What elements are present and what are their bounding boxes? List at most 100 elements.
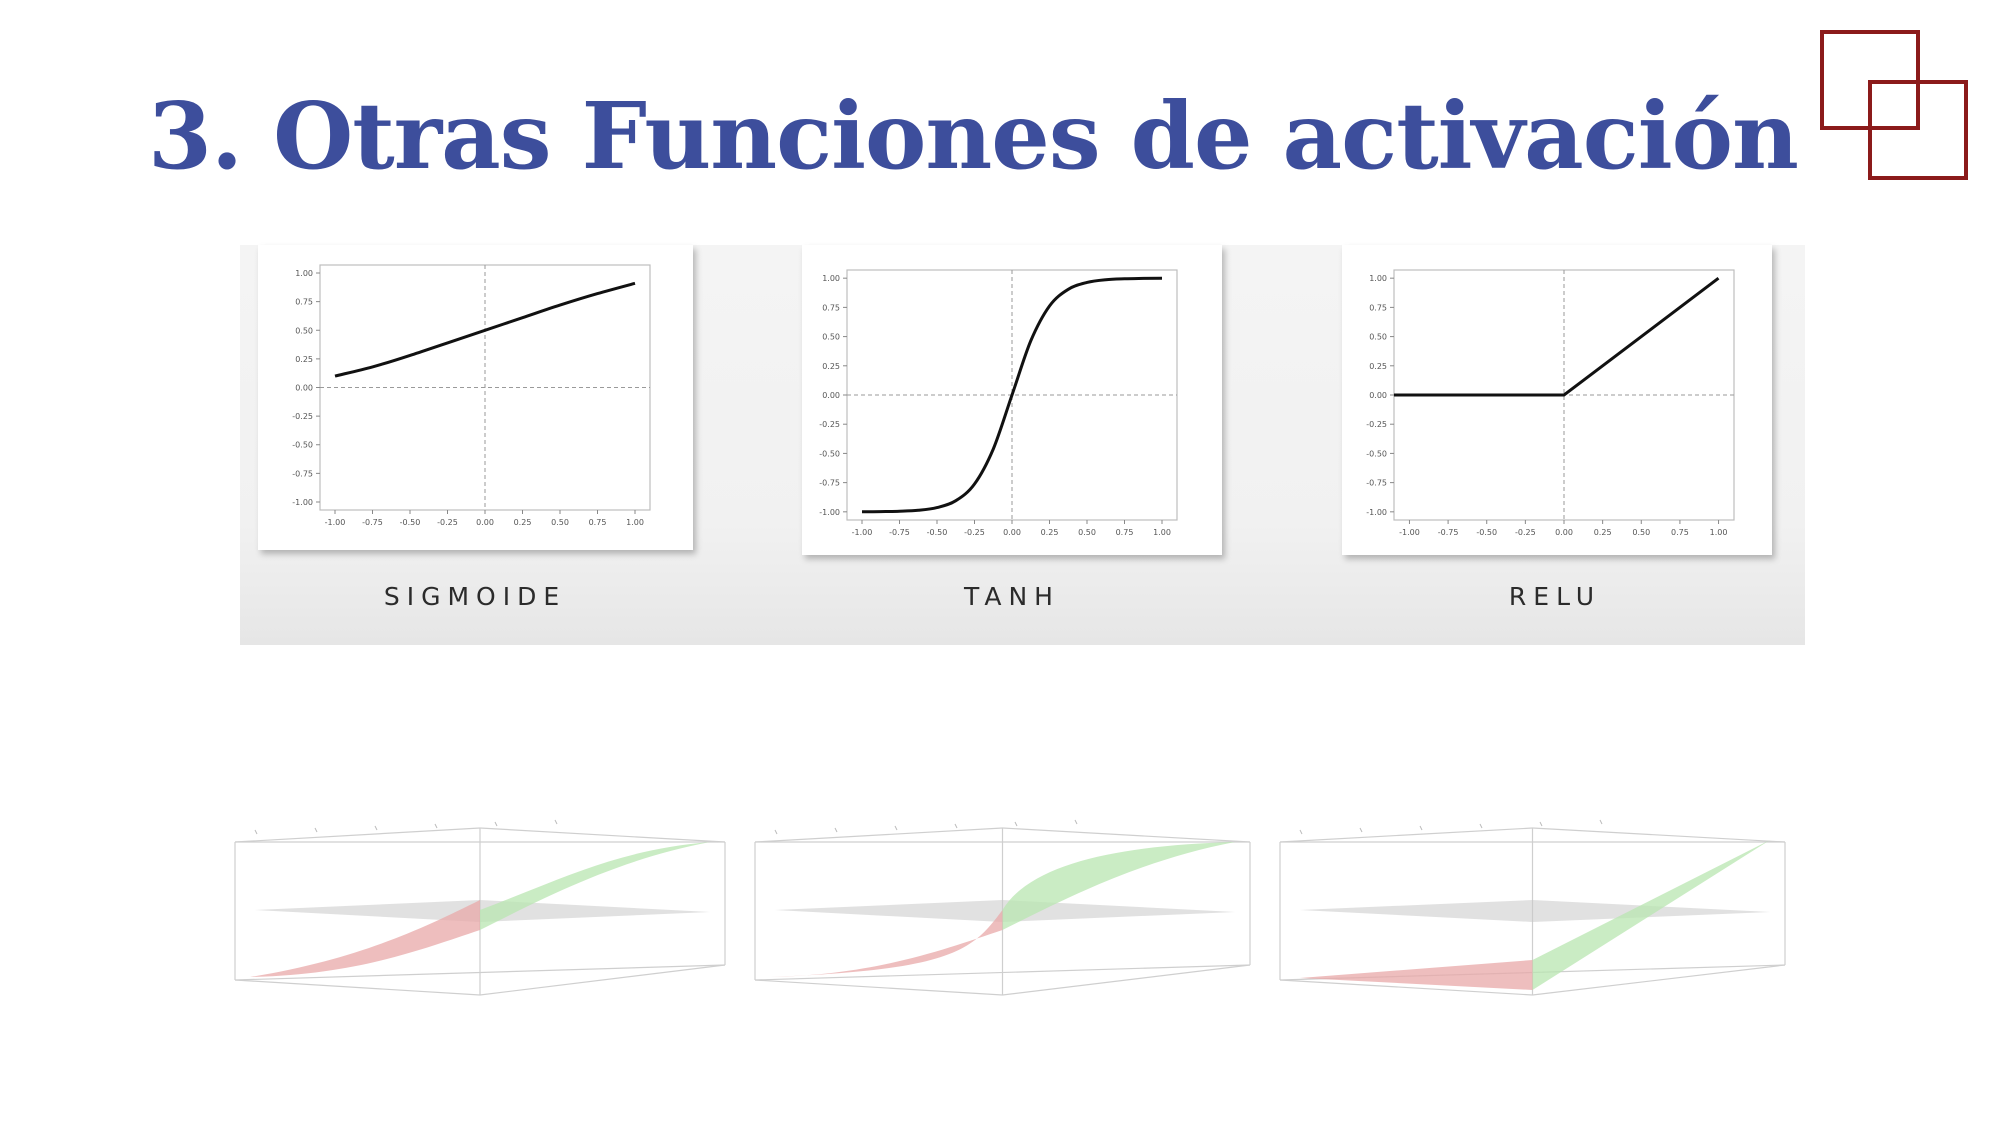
chart-relu: -1.00 -0.75 -0.50 -0.25 0.00 0.25 0.50 0.75 1.00… bbox=[1366, 269, 1735, 537]
y-tick-label: -1.00 bbox=[1366, 508, 1387, 517]
surface-plots-row bbox=[230, 800, 1805, 1015]
y-tick-label: -0.75 bbox=[1366, 479, 1387, 488]
x-tick-label: 0.75 bbox=[589, 518, 607, 527]
tick-mark bbox=[1539, 821, 1543, 827]
x-tick-label: 0.25 bbox=[1594, 528, 1612, 537]
chart-tanh: -1.00 -0.75 -0.50 -0.25 0.00 0.25 0.50 0.75 1.00… bbox=[819, 269, 1178, 537]
y-tick-label: -0.50 bbox=[292, 441, 313, 450]
box-edge bbox=[754, 827, 1003, 843]
box-edge bbox=[754, 979, 1003, 996]
x-tick-label: 0.00 bbox=[1003, 528, 1021, 537]
x-tick-label: 0.50 bbox=[1078, 528, 1096, 537]
box-edge bbox=[1532, 964, 1786, 996]
tick-mark bbox=[1014, 821, 1018, 827]
surface-negative bbox=[250, 900, 480, 977]
x-tick-label: 0.75 bbox=[1116, 528, 1134, 537]
x-tick-label: -0.50 bbox=[1476, 528, 1497, 537]
logo-squares-icon bbox=[1820, 30, 1980, 190]
tick-mark bbox=[1074, 819, 1078, 825]
y-tick-label: 0.25 bbox=[1369, 362, 1387, 371]
x-tick-label: -1.00 bbox=[1399, 528, 1420, 537]
chart-card-relu: -1.00 -0.75 -0.50 -0.25 0.00 0.25 0.50 0.75 1.00… bbox=[1342, 245, 1772, 555]
tick-mark bbox=[1359, 827, 1363, 833]
y-tick-label: 0.00 bbox=[822, 391, 840, 400]
x-tick-label: 1.00 bbox=[1710, 528, 1728, 537]
tick-mark bbox=[1479, 823, 1483, 829]
caption-sigmoide: SIGMOIDE bbox=[383, 582, 567, 611]
x-tick-label: 0.25 bbox=[1041, 528, 1059, 537]
caption-tanh: TANH bbox=[964, 582, 1060, 611]
tick-mark bbox=[554, 819, 558, 825]
y-tick-label: -0.75 bbox=[292, 469, 313, 478]
y-tick-label: 0.25 bbox=[822, 362, 840, 371]
box-edge bbox=[234, 827, 481, 843]
curve-relu bbox=[1394, 277, 1720, 397]
box-edge bbox=[234, 964, 726, 981]
activation-functions-panel: -1.00 -0.75 -0.50 -0.25 0.00 0.25 0.50 0.75 1.00… bbox=[240, 245, 1805, 645]
tick-mark bbox=[1419, 825, 1423, 831]
box-edge bbox=[1002, 964, 1251, 996]
logo-square-front bbox=[1868, 80, 1968, 180]
surface-negative bbox=[1300, 960, 1533, 990]
y-tick-label: -1.00 bbox=[292, 498, 313, 507]
surface-positive bbox=[1532, 840, 1770, 990]
y-tick-label: 0.50 bbox=[295, 326, 313, 335]
box-edge bbox=[1279, 979, 1533, 996]
y-tick-label: -0.50 bbox=[1366, 449, 1387, 458]
y-tick-label: 1.00 bbox=[822, 274, 840, 283]
surface-plot-tanh bbox=[754, 819, 1251, 996]
x-tick-label: 0.50 bbox=[1632, 528, 1650, 537]
box-edge bbox=[479, 964, 726, 996]
tick-mark bbox=[434, 823, 438, 829]
x-tick-label: 1.00 bbox=[626, 518, 644, 527]
curve-sigmoide bbox=[334, 281, 636, 378]
y-tick-label: 0.00 bbox=[1369, 391, 1387, 400]
x-tick-label: -0.25 bbox=[964, 528, 985, 537]
chart-card-sigmoide: -1.00 -0.75 -0.50 -0.25 0.00 0.25 0.50 0.75 1.00… bbox=[258, 245, 693, 550]
tick-mark bbox=[834, 827, 838, 833]
x-tick-label: 0.50 bbox=[551, 518, 569, 527]
y-tick-label: -0.25 bbox=[1366, 420, 1387, 429]
x-tick-label: -0.50 bbox=[927, 528, 948, 537]
tick-mark bbox=[494, 821, 498, 827]
box-edge bbox=[234, 979, 481, 996]
zero-plane bbox=[1300, 900, 1770, 922]
box-edge bbox=[479, 827, 726, 843]
y-tick-label: 0.50 bbox=[1369, 333, 1387, 342]
x-tick-label: -0.75 bbox=[1438, 528, 1459, 537]
chart-sigmoide: -1.00 -0.75 -0.50 -0.25 0.00 0.25 0.50 0.75 1.00… bbox=[292, 264, 651, 527]
x-tick-label: -0.50 bbox=[400, 518, 421, 527]
y-tick-label: 0.75 bbox=[295, 298, 313, 307]
y-tick-label: 0.75 bbox=[1369, 303, 1387, 312]
box-edge bbox=[1279, 827, 1533, 843]
curve-tanh bbox=[861, 276, 1163, 514]
x-tick-label: 0.75 bbox=[1671, 528, 1689, 537]
tick-mark bbox=[774, 829, 778, 835]
x-tick-label: -1.00 bbox=[852, 528, 873, 537]
tick-mark bbox=[374, 825, 378, 831]
x-tick-label: -0.25 bbox=[1515, 528, 1536, 537]
x-tick-label: 0.00 bbox=[1555, 528, 1573, 537]
y-tick-label: -0.25 bbox=[819, 420, 840, 429]
y-tick-label: 1.00 bbox=[1369, 274, 1387, 283]
surface-positive bbox=[1002, 842, 1235, 930]
y-tick-label: -1.00 bbox=[819, 508, 840, 517]
y-tick-label: 1.00 bbox=[295, 269, 313, 278]
x-tick-label: -0.75 bbox=[362, 518, 383, 527]
tick-mark bbox=[314, 827, 318, 833]
surface-plot-sigmoide bbox=[234, 819, 726, 996]
tick-mark bbox=[894, 825, 898, 831]
x-tick-label: -0.75 bbox=[889, 528, 910, 537]
box-edge bbox=[754, 964, 1251, 981]
tick-mark bbox=[1599, 819, 1603, 825]
x-tick-label: 0.00 bbox=[476, 518, 494, 527]
y-tick-label: 0.50 bbox=[822, 333, 840, 342]
y-tick-label: -0.25 bbox=[292, 412, 313, 421]
x-tick-label: -1.00 bbox=[325, 518, 346, 527]
y-tick-label: 0.75 bbox=[822, 303, 840, 312]
tick-mark bbox=[954, 823, 958, 829]
slide-title: 3. Otras Funciones de activación bbox=[148, 82, 1799, 190]
y-tick-label: 0.25 bbox=[295, 355, 313, 364]
tick-mark bbox=[1299, 829, 1303, 835]
x-tick-label: 0.25 bbox=[514, 518, 532, 527]
